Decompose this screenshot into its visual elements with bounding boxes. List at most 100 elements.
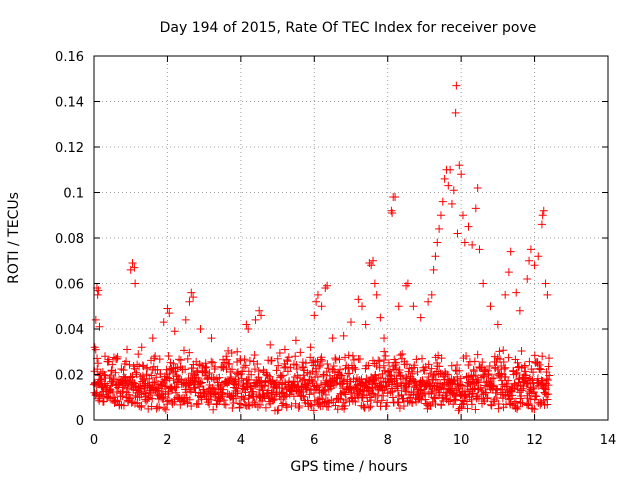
data-point-peak: [460, 238, 469, 247]
data-point: [373, 391, 382, 400]
data-point: [380, 356, 389, 365]
data-point: [291, 352, 300, 361]
y-tick-label: 0.16: [55, 50, 84, 65]
data-point: [399, 394, 408, 403]
data-point: [430, 393, 439, 402]
data-point: [442, 394, 451, 403]
data-point: [396, 351, 405, 360]
data-point: [330, 367, 339, 376]
data-point: [411, 378, 420, 387]
chart-title: Day 194 of 2015, Rate Of TEC Index for r…: [160, 20, 537, 36]
data-point: [412, 355, 421, 364]
data-point: [318, 356, 327, 365]
data-point: [236, 400, 245, 409]
data-point: [204, 373, 213, 382]
data-point: [239, 363, 248, 372]
data-point: [421, 395, 430, 404]
data-point: [282, 403, 291, 412]
data-point-peak: [358, 302, 367, 311]
data-point-peak: [159, 318, 168, 327]
data-point-peak: [291, 336, 300, 345]
data-point: [227, 374, 236, 383]
data-point: [399, 401, 408, 410]
data-point: [424, 360, 433, 369]
data-point-peak: [306, 343, 315, 352]
data-point: [431, 400, 440, 409]
data-point: [395, 404, 404, 413]
data-point-peak: [452, 81, 461, 90]
data-point-peak: [438, 197, 447, 206]
data-point: [235, 403, 244, 412]
data-point: [385, 366, 394, 375]
data-point: [455, 366, 464, 375]
data-point: [514, 375, 523, 384]
data-point: [350, 363, 359, 372]
data-point-peak: [416, 313, 425, 322]
data-point: [373, 398, 382, 407]
data-point-peak: [196, 325, 205, 333]
data-point: [184, 380, 193, 389]
data-point: [404, 379, 413, 388]
data-point: [294, 403, 303, 412]
data-point: [175, 355, 184, 364]
data-point: [341, 395, 350, 404]
data-point: [489, 397, 498, 406]
data-point-peak: [538, 211, 547, 220]
data-point: [481, 388, 490, 397]
data-point: [349, 356, 358, 365]
data-point: [382, 381, 391, 390]
data-point: [208, 383, 217, 392]
data-point: [218, 392, 227, 401]
data-point: [371, 370, 380, 379]
data-point: [316, 361, 325, 370]
data-point: [143, 363, 152, 372]
data-point: [232, 369, 241, 378]
data-point: [240, 355, 249, 364]
data-point: [220, 400, 229, 409]
data-point: [454, 382, 463, 391]
data-point: [351, 365, 360, 374]
data-point-peak: [163, 304, 172, 313]
data-point: [208, 358, 217, 367]
x-tick-label: 0: [90, 433, 98, 448]
data-point: [274, 361, 283, 370]
data-point: [474, 378, 483, 387]
data-point: [511, 355, 520, 364]
data-point-peak: [468, 240, 477, 249]
data-point: [398, 349, 407, 358]
data-point: [450, 396, 459, 405]
data-point: [345, 384, 354, 393]
data-point: [359, 402, 368, 411]
data-point: [143, 395, 152, 404]
data-point: [267, 356, 276, 365]
data-point: [447, 361, 456, 370]
data-point: [297, 391, 306, 400]
x-tick-label: 4: [237, 433, 245, 448]
data-point: [545, 354, 554, 363]
data-point-peak: [317, 302, 326, 311]
data-point: [394, 398, 403, 407]
data-point-peak: [526, 245, 535, 254]
data-point: [306, 400, 315, 409]
data-point-peak: [233, 347, 242, 356]
data-point: [480, 372, 489, 381]
data-point: [221, 400, 230, 409]
data-point-peak: [339, 331, 348, 340]
data-point: [272, 366, 281, 375]
data-point: [197, 378, 206, 387]
data-point: [524, 399, 533, 408]
data-point: [134, 350, 143, 359]
data-point: [395, 365, 404, 374]
data-point: [160, 381, 169, 390]
data-point-peak: [424, 297, 433, 306]
data-point: [273, 378, 282, 387]
data-point: [337, 371, 346, 380]
data-point: [195, 361, 204, 370]
data-point: [273, 406, 282, 415]
data-point: [298, 363, 307, 372]
data-point-peak: [131, 279, 140, 288]
data-point-peak: [479, 279, 488, 288]
data-point: [376, 374, 385, 383]
data-point: [494, 399, 503, 408]
data-point: [488, 374, 497, 383]
